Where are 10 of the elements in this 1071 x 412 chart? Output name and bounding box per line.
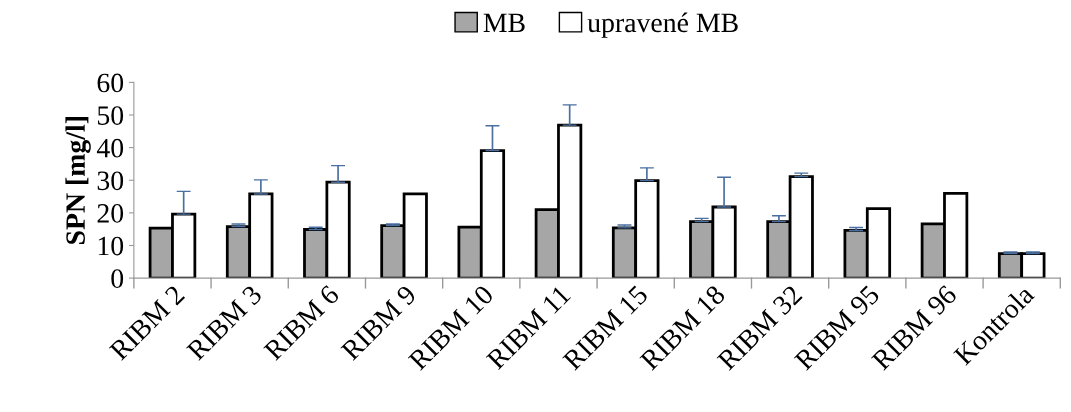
y-tick-label: 40 (96, 138, 124, 158)
y-tick-label: 60 (97, 73, 124, 93)
y-tick-label: 50 (97, 106, 124, 125)
y-axis-title: SPN [mg/l] (65, 117, 91, 244)
y-tick-label: 0 (111, 269, 124, 289)
y-tick-label: 30 (97, 171, 124, 191)
legend-label: MB (483, 13, 525, 32)
y-tick-label: 10 (98, 236, 124, 256)
y-tick-label: 20 (97, 204, 124, 223)
legend-label: upravené MB (587, 12, 738, 38)
